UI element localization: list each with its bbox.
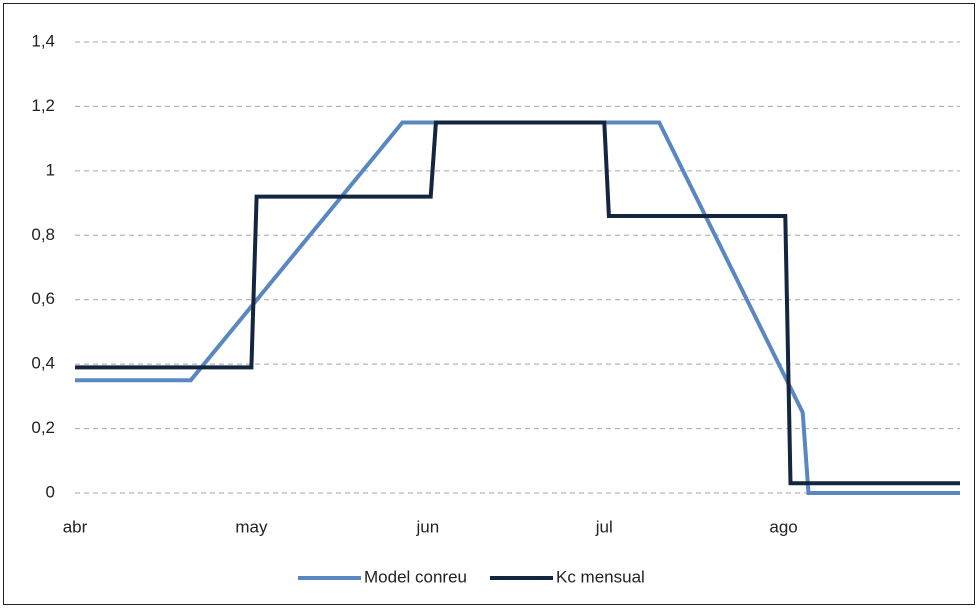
x-tick-label: ago <box>769 517 797 536</box>
y-tick-label: 0,2 <box>31 418 55 437</box>
x-tick-label: abr <box>63 517 88 536</box>
x-tick-label: jul <box>595 517 613 536</box>
x-tick-label: may <box>235 517 268 536</box>
series-line <box>75 120 960 495</box>
y-tick-label: 0,8 <box>31 225 55 244</box>
y-tick-label: 1,4 <box>31 31 55 50</box>
y-tick-label: 0,6 <box>31 289 55 308</box>
chart-border <box>3 3 975 605</box>
series-line <box>75 120 960 486</box>
y-tick-label: 0 <box>46 482 55 501</box>
legend-label: Kc mensual <box>556 567 645 586</box>
y-tick-label: 0,4 <box>31 354 55 373</box>
x-tick-label: jun <box>415 517 439 536</box>
y-tick-label: 1,2 <box>31 96 55 115</box>
y-tick-label: 1 <box>46 160 55 179</box>
legend-label: Model conreu <box>364 567 467 586</box>
